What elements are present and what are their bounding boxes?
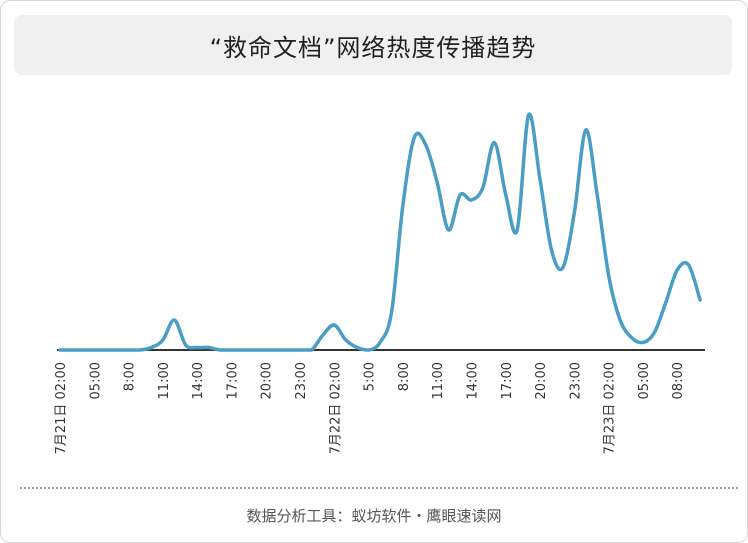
x-tick-label: 5:00 xyxy=(363,362,378,391)
series-line xyxy=(58,112,702,352)
x-tick-label: 7月23日 02:00 xyxy=(603,362,618,454)
footer-divider xyxy=(20,487,738,489)
x-tick-label: 05:00 xyxy=(88,362,103,399)
x-tick-label: 14:00 xyxy=(191,362,206,399)
x-tick-label: 17:00 xyxy=(225,362,240,399)
x-tick-label: 8:00 xyxy=(123,362,138,391)
x-tick-label: 05:00 xyxy=(637,362,652,399)
x-tick-label: 14:00 xyxy=(465,362,480,399)
x-tick-label: 11:00 xyxy=(431,362,446,399)
x-tick-label: 8:00 xyxy=(397,362,412,391)
x-tick-label: 11:00 xyxy=(157,362,172,399)
x-tick-label: 7月22日 02:00 xyxy=(328,362,343,454)
title-box: “救命文档”网络热度传播趋势 xyxy=(14,15,732,75)
x-tick-label: 20:00 xyxy=(260,362,275,399)
footer-source: 数据分析工具：蚁坊软件・鹰眼速读网 xyxy=(246,507,502,525)
x-tick-label: 17:00 xyxy=(500,362,515,399)
x-tick-label: 20:00 xyxy=(534,362,549,399)
x-tick-label: 23:00 xyxy=(294,362,309,399)
x-tick-label: 7月21日 02:00 xyxy=(54,362,69,454)
chart-title: “救命文档”网络热度传播趋势 xyxy=(209,33,537,62)
x-tick-label: 08:00 xyxy=(671,362,686,399)
x-tick-labels: 7月21日 02:00 05:00 8:00 11:00 14:00 17:00 20:00… xyxy=(54,362,686,454)
x-tick-label: 23:00 xyxy=(568,362,583,399)
